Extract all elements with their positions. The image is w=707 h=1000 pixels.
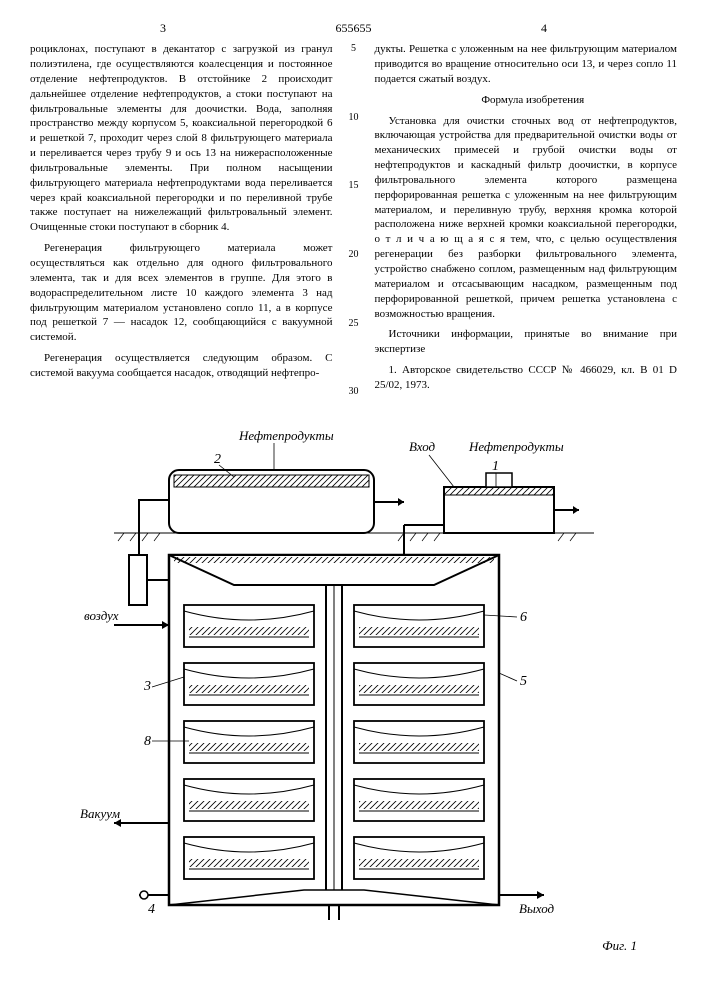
label-vozduh: воздух	[84, 608, 119, 623]
left-p3: Регенерация осуществляется следующим обр…	[30, 351, 333, 381]
label-vhod: Вход	[409, 439, 436, 454]
label-neft1: Нефтепродукты	[238, 428, 334, 443]
callout-6: 6	[520, 610, 527, 625]
line-marker: 20	[349, 248, 359, 262]
right-p1: дукты. Решетка с уложенным на нее фильтр…	[375, 42, 678, 87]
page-num-right: 4	[541, 20, 547, 36]
left-column: роциклонах, поступают в декантатор с заг…	[30, 42, 333, 399]
figure-1: 1 2 3 4 5 6 8 Нефтепродукты Вход Нефтепр…	[30, 415, 677, 955]
line-number-gutter: 5 10 15 20 25 30	[347, 42, 361, 399]
label-vakuum: Вакуум	[80, 806, 120, 821]
callout-5: 5	[520, 674, 527, 689]
label-vyhod: Выход	[519, 901, 555, 916]
line-marker: 30	[349, 385, 359, 399]
line-marker: 5	[351, 42, 356, 56]
callout-4: 4	[148, 902, 155, 917]
formula-title: Формула изобретения	[375, 93, 678, 108]
left-p2: Регенерация фильтрующего материала может…	[30, 241, 333, 345]
callout-2: 2	[214, 452, 221, 467]
left-p1: роциклонах, поступают в декантатор с заг…	[30, 42, 333, 235]
patent-number: 655655	[166, 20, 541, 36]
text-columns: роциклонах, поступают в декантатор с заг…	[30, 42, 677, 399]
callout-3: 3	[143, 679, 151, 694]
line-marker: 10	[349, 111, 359, 125]
right-p4: 1. Авторское свидетельство СССР № 466029…	[375, 363, 678, 393]
right-p3: Источники информации, принятые во вниман…	[375, 327, 678, 357]
callout-8: 8	[144, 734, 151, 749]
right-p2: Установка для очистки сточных вод от неф…	[375, 114, 678, 322]
right-column: дукты. Решетка с уложенным на нее фильтр…	[375, 42, 678, 399]
line-marker: 25	[349, 317, 359, 331]
line-marker: 15	[349, 179, 359, 193]
figure-svg: 1 2 3 4 5 6 8 Нефтепродукты Вход Нефтепр…	[74, 415, 634, 935]
page-numbers: 3 655655 4	[30, 20, 677, 36]
label-neft2: Нефтепродукты	[468, 439, 564, 454]
callout-1: 1	[492, 459, 499, 474]
figure-caption: Фиг. 1	[602, 937, 637, 955]
